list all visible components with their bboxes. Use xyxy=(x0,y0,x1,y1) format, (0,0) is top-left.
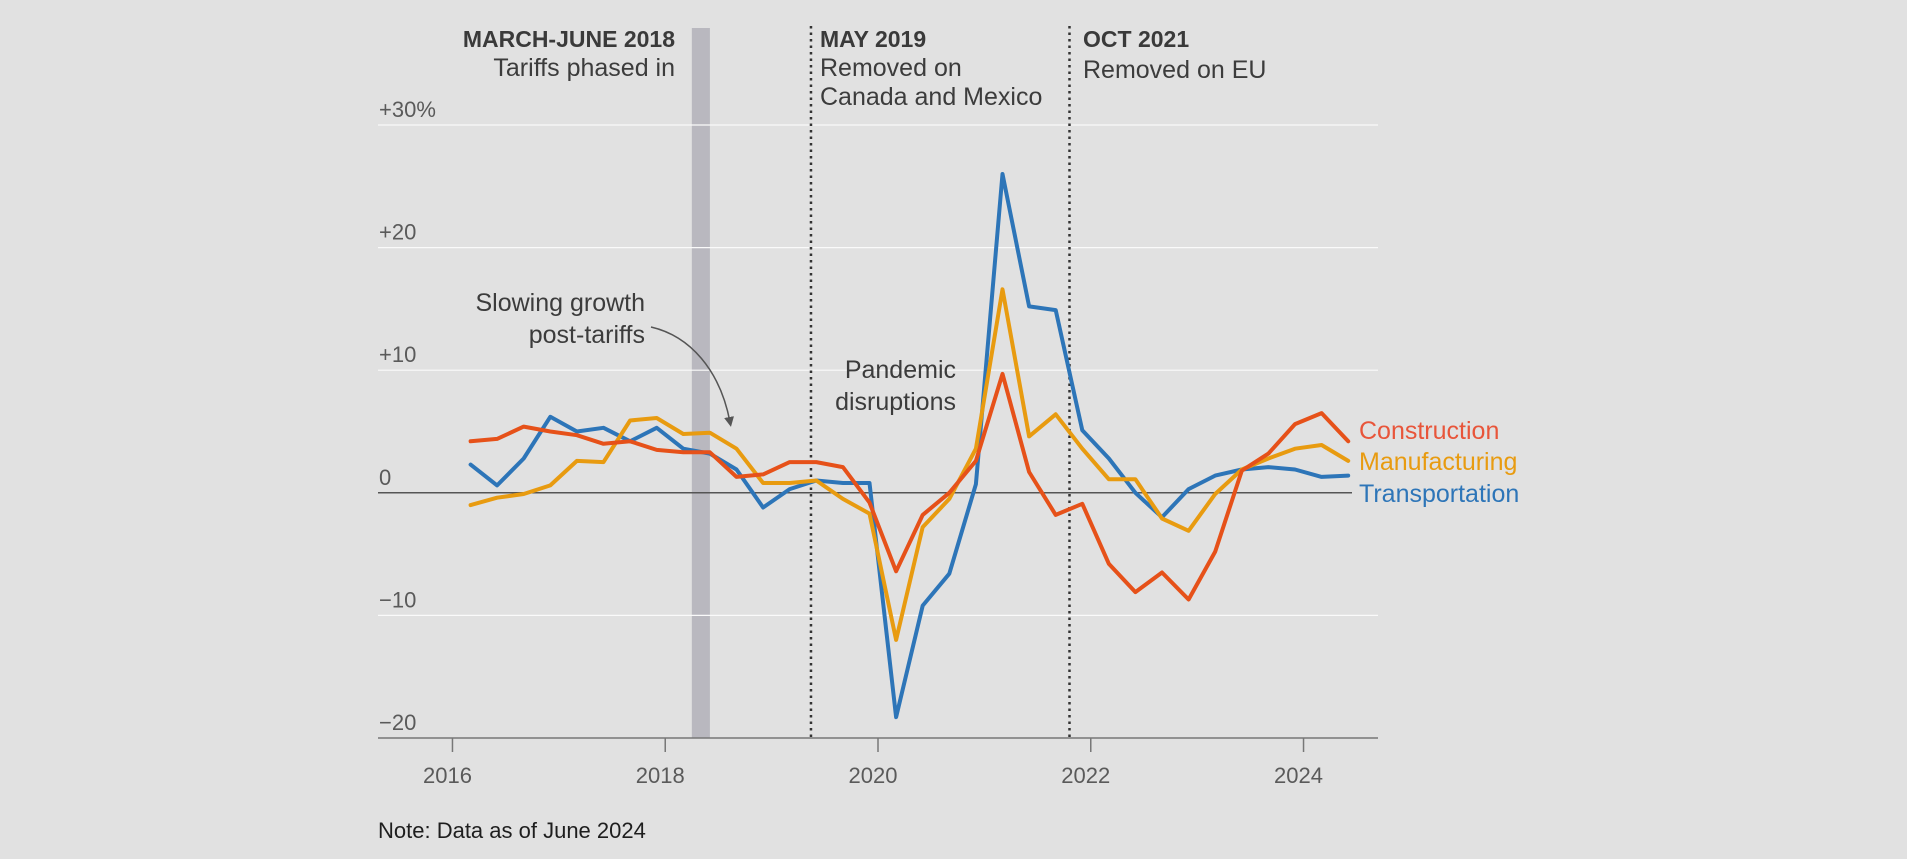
annotation-slowing-line-1: Slowing growth xyxy=(475,289,645,317)
chart-note: Note: Data as of June 2024 xyxy=(378,818,646,843)
series-line-transportation xyxy=(468,172,1351,720)
x-tick-label: 2024 xyxy=(1274,763,1323,788)
event-markers xyxy=(809,26,1071,738)
shaded-period-title: MARCH-JUNE 2018 xyxy=(463,26,675,52)
gridlines: +30% +20 +10 0 −10 −20 xyxy=(378,97,1378,739)
x-tick-label: 2020 xyxy=(849,763,898,788)
event-may-2019-line-1: Removed on xyxy=(820,54,962,82)
series-line-construction xyxy=(468,371,1351,602)
y-tick-label: −20 xyxy=(379,710,416,735)
annotation-slowing-line-2: post-tariffs xyxy=(529,321,645,349)
event-may-2019-line-2: Canada and Mexico xyxy=(820,83,1042,111)
axes: 2016 2018 2020 2022 2024 xyxy=(423,738,1323,788)
legend-transportation: Transportation xyxy=(1359,480,1519,508)
y-tick-label: +10 xyxy=(379,342,416,367)
legend-manufacturing: Manufacturing xyxy=(1359,448,1517,476)
y-tick-label: −10 xyxy=(379,587,416,612)
y-tick-label: 0 xyxy=(379,465,391,490)
x-tick-label: 2018 xyxy=(636,763,685,788)
event-oct-2021-title: OCT 2021 xyxy=(1083,26,1189,52)
event-oct-2021-line-1: Removed on EU xyxy=(1083,56,1266,84)
legend-construction: Construction xyxy=(1359,417,1499,445)
x-tick-label: 2022 xyxy=(1061,763,1110,788)
series-lines xyxy=(468,172,1351,720)
y-tick-label: +20 xyxy=(379,220,416,245)
annotation-pandemic-line-2: disruptions xyxy=(835,388,956,416)
y-tick-label: +30% xyxy=(379,97,436,122)
x-tick-label: 2016 xyxy=(423,763,472,788)
annotation-slowing-arrow xyxy=(650,326,734,427)
event-may-2019-title: MAY 2019 xyxy=(820,26,926,52)
tariff-phase-in-band xyxy=(691,28,710,738)
annotation-pandemic-line-1: Pandemic xyxy=(845,356,956,384)
shaded-period-text: Tariffs phased in xyxy=(493,54,675,82)
